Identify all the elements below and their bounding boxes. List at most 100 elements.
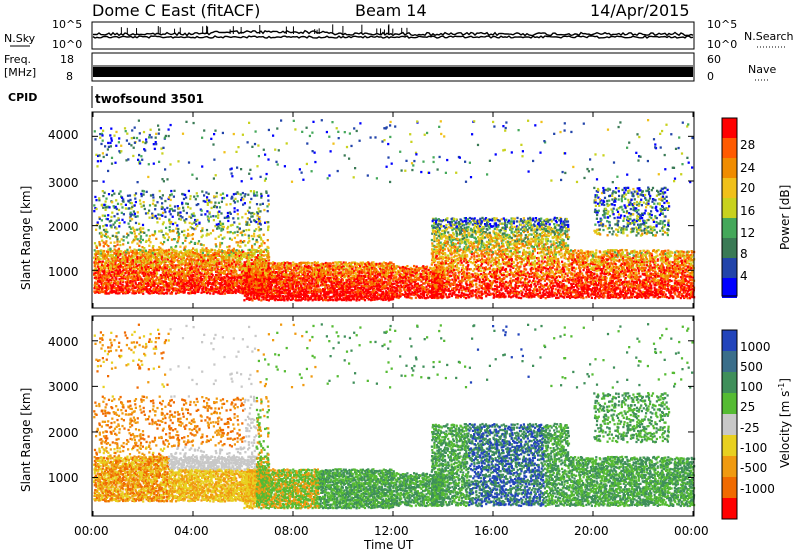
power-point xyxy=(251,267,254,270)
power-point xyxy=(268,266,271,269)
power-point xyxy=(212,267,215,270)
power-point xyxy=(404,266,407,270)
power-point xyxy=(320,297,323,300)
power-point xyxy=(303,295,306,298)
power-point xyxy=(372,264,375,267)
power-point xyxy=(347,288,350,291)
power-point xyxy=(133,248,136,251)
power-point xyxy=(343,298,346,302)
power-point xyxy=(299,275,303,278)
power-point xyxy=(260,256,263,259)
power-point xyxy=(414,278,417,282)
power-point xyxy=(288,281,291,284)
power-point xyxy=(280,265,283,269)
power-point xyxy=(254,286,257,289)
power-point xyxy=(443,285,446,288)
power-point xyxy=(285,285,288,288)
power-point xyxy=(169,270,172,273)
power-point xyxy=(422,273,425,276)
power-point xyxy=(141,258,144,261)
power-point xyxy=(397,284,400,288)
power-point xyxy=(296,291,299,294)
power-point xyxy=(106,278,109,281)
power-point xyxy=(317,278,320,281)
power-point xyxy=(342,264,345,267)
power-point xyxy=(190,261,193,264)
power-point xyxy=(175,251,178,254)
power-point xyxy=(206,284,210,287)
power-point xyxy=(283,274,286,277)
power-point xyxy=(135,250,138,253)
power-point xyxy=(189,274,193,277)
power-point xyxy=(189,271,192,274)
power-point xyxy=(171,279,174,283)
power-point xyxy=(106,250,109,253)
power-point xyxy=(253,251,256,254)
power-point xyxy=(371,290,374,294)
power-point xyxy=(97,258,101,261)
power-point xyxy=(359,295,362,298)
power-point xyxy=(141,269,144,272)
power-point xyxy=(138,263,141,267)
power-point xyxy=(230,255,233,258)
freq-panel-frame xyxy=(91,52,695,82)
power-point xyxy=(291,264,295,267)
power-point xyxy=(403,288,406,291)
power-point xyxy=(95,289,98,292)
power-point xyxy=(288,289,292,293)
power-point xyxy=(192,277,195,280)
power-point xyxy=(397,265,400,268)
power-point xyxy=(135,285,138,288)
power-point xyxy=(405,296,408,299)
power-point xyxy=(392,269,395,272)
power-point xyxy=(413,288,416,292)
power-point xyxy=(298,298,301,302)
power-point xyxy=(177,282,180,285)
power-point xyxy=(306,283,309,286)
power-point xyxy=(155,264,158,267)
power-point xyxy=(368,262,371,265)
power-point xyxy=(221,255,224,258)
power-point xyxy=(265,269,268,272)
power-point xyxy=(383,296,386,299)
power-point xyxy=(327,296,330,299)
power-point xyxy=(394,274,397,277)
power-point xyxy=(106,281,109,285)
power-point xyxy=(212,289,215,293)
power-point xyxy=(99,273,102,276)
power-point xyxy=(289,292,292,295)
power-point xyxy=(94,254,97,257)
power-point xyxy=(268,285,271,288)
power-point xyxy=(250,287,253,290)
power-point xyxy=(377,270,380,274)
power-point xyxy=(186,284,189,287)
power-point xyxy=(264,281,267,284)
power-point xyxy=(291,295,294,299)
power-point xyxy=(171,285,174,288)
power-point xyxy=(228,279,231,283)
power-point xyxy=(399,272,402,276)
power-point xyxy=(195,251,198,254)
power-point xyxy=(353,277,356,280)
power-point xyxy=(294,266,297,269)
power-point xyxy=(419,289,422,293)
power-point xyxy=(362,276,365,279)
power-point xyxy=(256,268,259,272)
power-point xyxy=(101,250,105,253)
power-point xyxy=(308,267,311,270)
power-point xyxy=(290,273,293,276)
power-point xyxy=(136,264,139,268)
power-point xyxy=(218,287,221,290)
power-point xyxy=(227,278,230,281)
power-point xyxy=(378,280,381,283)
power-point xyxy=(265,286,268,289)
power-point xyxy=(328,269,331,272)
power-point xyxy=(439,292,442,296)
power-point xyxy=(94,283,97,286)
power-point xyxy=(213,268,216,271)
power-point xyxy=(249,253,252,257)
power-point xyxy=(322,298,325,301)
power-point xyxy=(332,284,335,287)
power-point xyxy=(248,297,251,300)
power-point xyxy=(105,256,108,259)
